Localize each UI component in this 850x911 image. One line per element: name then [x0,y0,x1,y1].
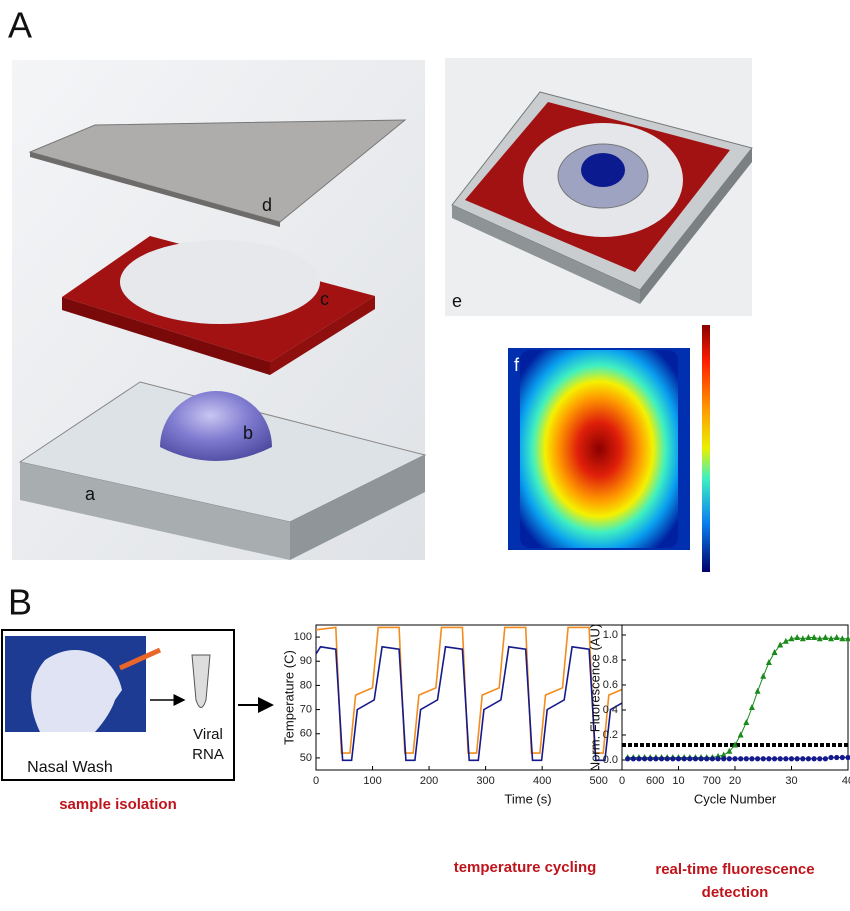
x-tick-label: 700 [703,775,721,787]
y-tick-label: 80 [300,679,312,691]
marker [659,756,664,761]
marker [636,756,641,761]
part-label: b [243,423,253,443]
marker [761,756,766,761]
colorbar [702,325,710,572]
marker [710,756,715,761]
step-caption: real-time fluorescence [655,861,814,878]
y-tick-label: 0.0 [603,754,618,766]
y-tick-label: 70 [300,703,312,715]
marker [778,756,783,761]
y-tick-label: 90 [300,655,312,667]
panel-label: B [8,582,32,623]
marker [806,756,811,761]
x-axis-label: Cycle Number [694,791,777,806]
marker [653,756,658,761]
y-axis-label: Temperature (C) [281,650,296,745]
y-tick-label: 60 [300,728,312,740]
marker [732,756,737,761]
marker [766,756,771,761]
marker [631,756,636,761]
marker [715,756,720,761]
sample-label: Nasal Wash [27,759,113,776]
marker [704,756,709,761]
marker [783,756,788,761]
droplet [581,153,625,187]
x-tick-label: 500 [589,775,607,787]
x-tick-label: 300 [476,775,494,787]
frame-hole [120,240,320,324]
part-label: c [320,289,329,309]
marker [789,756,794,761]
x-tick-label: 10 [672,775,684,787]
marker [642,756,647,761]
step-caption: detection [702,884,769,901]
marker [676,756,681,761]
marker [817,756,822,761]
y-tick-label: 0.2 [603,729,618,741]
panel-label: A [8,5,32,46]
x-tick-label: 600 [646,775,664,787]
marker [665,756,670,761]
marker [744,756,749,761]
marker [727,756,732,761]
marker [823,756,828,761]
y-axis-label: Norm. Fluorescence (AU) [587,624,602,771]
marker [795,756,800,761]
x-tick-label: 400 [533,775,551,787]
x-tick-label: 30 [785,775,797,787]
marker [749,756,754,761]
marker [834,755,839,760]
marker [721,756,726,761]
marker [670,756,675,761]
x-tick-label: 20 [729,775,741,787]
marker [755,756,760,761]
marker [828,755,833,760]
plot-frame [622,625,848,770]
part-label: d [262,195,272,215]
x-axis-label: Time (s) [504,791,551,806]
part-label: a [85,484,96,504]
y-tick-label: 100 [294,631,312,643]
marker [699,756,704,761]
sample-label: RNA [192,746,224,763]
marker [687,756,692,761]
marker [812,756,817,761]
y-tick-label: 0.6 [603,679,618,691]
y-tick-label: 0.8 [603,654,618,666]
marker [682,756,687,761]
x-tick-label: 40 [842,775,850,787]
figure: A d c b a e f B Viral RNA Nasal Wash sam… [0,0,850,906]
step-caption: temperature cycling [454,859,597,876]
marker [648,756,653,761]
heatmap [520,350,678,548]
sample-label: Viral [193,726,223,743]
x-tick-label: 200 [420,775,438,787]
y-tick-label: 0.4 [603,704,618,716]
marker [625,756,630,761]
step-caption: sample isolation [59,796,177,813]
x-tick-label: 100 [363,775,381,787]
y-tick-label: 1.0 [603,629,618,641]
x-tick-label: 0 [313,775,319,787]
marker [772,756,777,761]
y-tick-label: 50 [300,752,312,764]
marker [800,756,805,761]
marker [738,756,743,761]
x-tick-label: 0 [619,775,625,787]
marker [693,756,698,761]
part-label: e [452,291,462,311]
marker [840,755,845,760]
